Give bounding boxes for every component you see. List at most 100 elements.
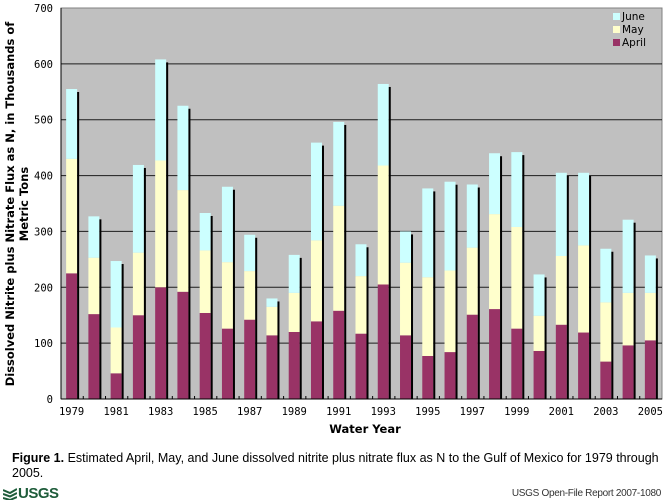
bar-stack-1999	[511, 152, 525, 399]
bar-shadow	[388, 86, 391, 400]
bar-shadow	[433, 191, 436, 399]
bar-june-2002	[578, 172, 590, 246]
bar-shadow	[566, 175, 569, 399]
x-tick-label: 1989	[282, 406, 307, 418]
bar-may-1990	[310, 240, 322, 322]
x-tick-label: 2003	[593, 406, 618, 418]
bar-june-1981	[110, 261, 122, 328]
usgs-wave-icon	[3, 487, 17, 500]
x-tick-label: 1979	[59, 406, 84, 418]
bar-may-1980	[88, 257, 100, 315]
bar-shadow	[589, 175, 592, 399]
x-tick-label: 1981	[103, 406, 128, 418]
legend-label: May	[622, 24, 644, 36]
bar-may-1982	[132, 252, 144, 316]
bar-may-1992	[355, 276, 367, 334]
bar-june-2001	[555, 172, 567, 257]
x-tick-label: 1983	[148, 406, 173, 418]
bar-stack-1992	[355, 244, 369, 399]
legend-item-april: April	[613, 37, 646, 49]
bar-stack-1980	[88, 216, 102, 399]
bar-june-2003	[600, 248, 612, 303]
report-number: USGS Open-File Report 2007-1080	[511, 488, 661, 499]
usgs-logo-text: USGS	[18, 485, 59, 502]
x-tick-label: 1999	[504, 406, 529, 418]
bar-april-2002	[578, 332, 590, 399]
bar-may-1986	[221, 262, 233, 329]
bar-stack-1988	[266, 298, 280, 399]
bar-april-1994	[400, 335, 412, 399]
bar-june-1988	[266, 298, 278, 307]
bar-may-1983	[155, 160, 167, 288]
bar-shadow	[344, 124, 347, 399]
bar-may-1989	[288, 292, 300, 332]
bar-shadow	[121, 264, 124, 399]
bar-april-1989	[288, 331, 300, 399]
bar-june-1987	[244, 234, 256, 272]
legend-swatch	[613, 13, 620, 20]
bar-june-1985	[199, 212, 211, 251]
bar-shadow	[411, 234, 414, 399]
bar-shadow	[321, 145, 324, 399]
bar-stack-2003	[600, 248, 614, 399]
bar-may-1998	[489, 214, 501, 310]
bar-shadow	[99, 219, 102, 399]
x-tick-label: 1991	[326, 406, 351, 418]
bar-june-1999	[511, 152, 523, 227]
bar-april-1996	[444, 352, 456, 399]
bar-shadow	[544, 277, 547, 399]
x-tick-label: 2005	[638, 406, 663, 418]
bar-shadow	[255, 237, 258, 399]
bar-shadow	[655, 258, 658, 399]
bar-june-1989	[288, 254, 300, 293]
bar-april-1990	[310, 321, 322, 399]
bar-may-1985	[199, 250, 211, 313]
x-tick-label: 1987	[237, 406, 262, 418]
bar-stack-1985	[199, 212, 213, 399]
y-tick-label: 200	[34, 282, 53, 294]
caption-label: Figure 1.	[12, 451, 65, 465]
bar-may-2003	[600, 302, 612, 362]
bar-may-2002	[578, 245, 590, 333]
bar-april-1992	[355, 333, 367, 399]
bar-may-2004	[622, 292, 634, 346]
bar-april-1998	[489, 309, 501, 399]
bar-june-1979	[66, 88, 78, 159]
bar-june-1993	[377, 83, 389, 166]
y-tick-label: 0	[47, 394, 53, 406]
bar-may-1993	[377, 165, 389, 285]
bar-june-1984	[177, 105, 189, 191]
bar-stack-1990	[310, 142, 324, 399]
bar-shadow	[299, 257, 302, 399]
y-axis-ticks: 0 100 200 300 400 500 600 700	[34, 3, 662, 406]
bar-april-1982	[132, 315, 144, 399]
y-tick-label: 300	[34, 226, 53, 238]
bar-may-1994	[400, 262, 412, 336]
x-axis-ticks: 1979 1981 1983 1985 1987 1989 1991 1993 1995 1997…	[59, 396, 663, 418]
bar-stack-1993	[377, 83, 391, 400]
bar-june-1980	[88, 216, 100, 258]
bar-shadow	[455, 184, 458, 399]
bars	[66, 59, 658, 400]
bar-stack-1995	[422, 188, 436, 399]
bar-june-1982	[132, 164, 144, 253]
x-tick-label: 1997	[460, 406, 485, 418]
bar-shadow	[232, 189, 235, 399]
bar-shadow	[210, 215, 213, 399]
bar-shadow	[477, 187, 480, 399]
bar-stack-1983	[155, 59, 169, 399]
bar-stack-1998	[489, 153, 503, 399]
bar-shadow	[633, 222, 636, 399]
bar-may-2001	[555, 256, 567, 325]
bar-shadow	[77, 91, 80, 399]
bar-june-1991	[333, 121, 345, 206]
x-tick-label: 2001	[549, 406, 574, 418]
y-tick-label: 100	[34, 338, 53, 350]
x-tick-label: 1995	[415, 406, 440, 418]
x-tick-label: 1985	[193, 406, 218, 418]
bar-april-1987	[244, 319, 256, 399]
bar-june-2005	[644, 255, 656, 293]
bar-stack-1984	[177, 105, 191, 399]
